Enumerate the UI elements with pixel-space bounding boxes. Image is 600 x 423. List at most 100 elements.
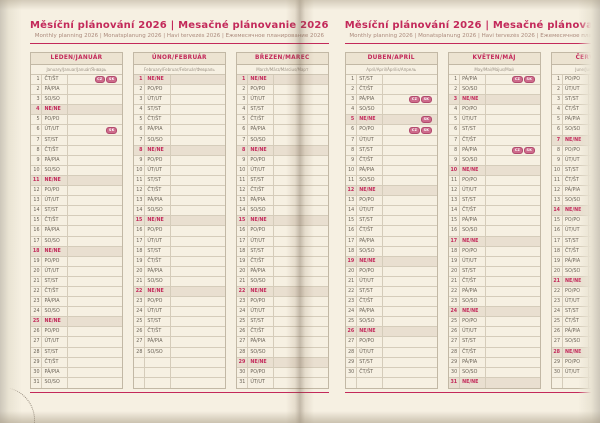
day-row: 12 PO/PO xyxy=(31,186,122,197)
day-number: 5 xyxy=(134,115,145,125)
day-row: 14 NE/NE xyxy=(551,206,600,217)
day-row: 5 PO/PO xyxy=(31,115,122,126)
day-number: 19 xyxy=(134,256,145,266)
notes-cell xyxy=(171,206,225,215)
day-number: 18 xyxy=(31,246,42,256)
notes-cell xyxy=(486,136,540,145)
day-row: 13 PÁ/PIA xyxy=(133,196,225,207)
day-number: 24 xyxy=(237,307,248,317)
day-number: 27 xyxy=(346,337,357,347)
day-row: 16 ÚT/UT xyxy=(551,226,600,237)
day-row: 25 ST/ST xyxy=(236,317,328,328)
day-number: 8 xyxy=(552,145,563,155)
notes-cell xyxy=(486,317,540,326)
notes-cell xyxy=(274,136,328,145)
day-row: 17 PÁ/PIA xyxy=(345,236,437,247)
day-abbrev: SO/SO xyxy=(145,276,171,286)
day-abbrev: ST/ST xyxy=(563,236,589,246)
day-number: 25 xyxy=(237,317,248,327)
day-abbrev: PÁ/PIA xyxy=(42,155,68,165)
day-row: 3 NE/NE xyxy=(448,95,540,106)
day-number: 6 xyxy=(237,125,248,135)
day-row: 15 ST/ST xyxy=(345,216,437,227)
day-row: 1 PÁ/PIA CZ SK xyxy=(448,75,540,86)
month-subnames: February/Februar/Február/Февраль xyxy=(133,65,225,75)
day-row: 15 NE/NE xyxy=(236,216,328,227)
day-abbrev: NE/NE xyxy=(145,286,171,297)
day-row: 19 PO/PO xyxy=(31,256,122,267)
day-row: 15 PO/PO xyxy=(551,216,600,227)
notes-cell xyxy=(589,146,600,155)
day-number: 9 xyxy=(31,155,42,165)
day-abbrev: NE/NE xyxy=(42,105,68,115)
notes-cell xyxy=(383,378,437,388)
day-row: 4 ST/ST xyxy=(133,105,225,116)
day-row: 8 NE/NE xyxy=(236,145,328,156)
day-row: 11 PO/PO xyxy=(448,175,540,187)
day-number: 21 xyxy=(346,276,357,286)
notes-cell xyxy=(589,358,600,367)
notes-cell xyxy=(589,297,600,306)
day-row: 5 PÁ/PIA xyxy=(551,115,600,126)
notes-cell xyxy=(486,368,540,377)
notes-cell xyxy=(383,327,437,336)
day-abbrev: ÚT/UT xyxy=(563,367,589,377)
day-row: 9 PÁ/PIA xyxy=(31,155,122,166)
month-name: KVĚTEN/MÁJ xyxy=(448,53,540,65)
day-number: 19 xyxy=(237,256,248,266)
day-row: 24 ST/ST xyxy=(551,307,600,318)
day-number: 12 xyxy=(31,186,42,196)
notes-cell xyxy=(274,95,328,104)
day-row: 18 NE/NE xyxy=(31,246,122,257)
notes-cell xyxy=(274,378,328,388)
day-row: 21 ČT/ŠT xyxy=(448,276,540,287)
day-row: 27 SO/SO xyxy=(551,337,600,348)
notes-cell xyxy=(274,196,328,205)
day-row: 30 PO/PO xyxy=(236,367,328,378)
day-number: 10 xyxy=(31,165,42,175)
day-abbrev: PÁ/PIA xyxy=(460,75,486,85)
blank-row xyxy=(552,377,600,388)
day-number: 28 xyxy=(31,347,42,357)
day-number: 15 xyxy=(134,216,145,226)
notes-cell xyxy=(589,136,600,145)
notes-cell xyxy=(274,226,328,235)
notes-cell xyxy=(171,226,225,235)
notes-cell xyxy=(68,95,122,104)
notes-cell xyxy=(68,166,122,175)
day-number: 25 xyxy=(449,317,460,327)
day-number: 19 xyxy=(346,256,357,266)
holiday-badge-cz-icon: CZ xyxy=(409,126,420,134)
month-subnames: January/Januar/Január/Январь xyxy=(31,65,122,75)
notes-cell xyxy=(171,115,225,124)
day-number: 26 xyxy=(346,327,357,337)
day-number: 28 xyxy=(134,347,145,357)
day-abbrev: SO/SO xyxy=(42,377,68,388)
day-number: 25 xyxy=(31,317,42,327)
page-subtitle: Monthly planning 2026 | Monatsplanung 20… xyxy=(34,33,325,39)
day-abbrev: PÁ/PIA xyxy=(248,196,274,206)
day-number: 23 xyxy=(449,297,460,307)
notes-cell xyxy=(274,146,328,155)
day-number: 9 xyxy=(449,155,460,165)
day-row: 6 PO/PO CZ SK xyxy=(345,125,437,136)
notes-cell xyxy=(589,337,600,346)
day-abbrev: ÚT/UT xyxy=(145,307,171,317)
day-number: 10 xyxy=(552,165,563,175)
day-row: 14 ČT/ŠT xyxy=(448,206,540,217)
day-number: 3 xyxy=(346,95,357,105)
day-abbrev: ST/ST xyxy=(248,317,274,327)
notes-cell xyxy=(171,378,225,388)
notes-cell xyxy=(274,247,328,256)
day-abbrev: PO/PO xyxy=(357,266,383,276)
notes-cell xyxy=(383,287,437,296)
day-abbrev: PÁ/PIA xyxy=(357,307,383,317)
day-number: 29 xyxy=(346,357,357,367)
day-abbrev: SO/SO xyxy=(145,347,171,357)
day-number: 2 xyxy=(134,85,145,95)
notes-cell xyxy=(274,176,328,185)
day-abbrev: PO/PO xyxy=(248,226,274,236)
holiday-badge-sk-icon: SK xyxy=(421,96,432,104)
notes-cell xyxy=(274,216,328,225)
notes-cell xyxy=(68,287,122,296)
